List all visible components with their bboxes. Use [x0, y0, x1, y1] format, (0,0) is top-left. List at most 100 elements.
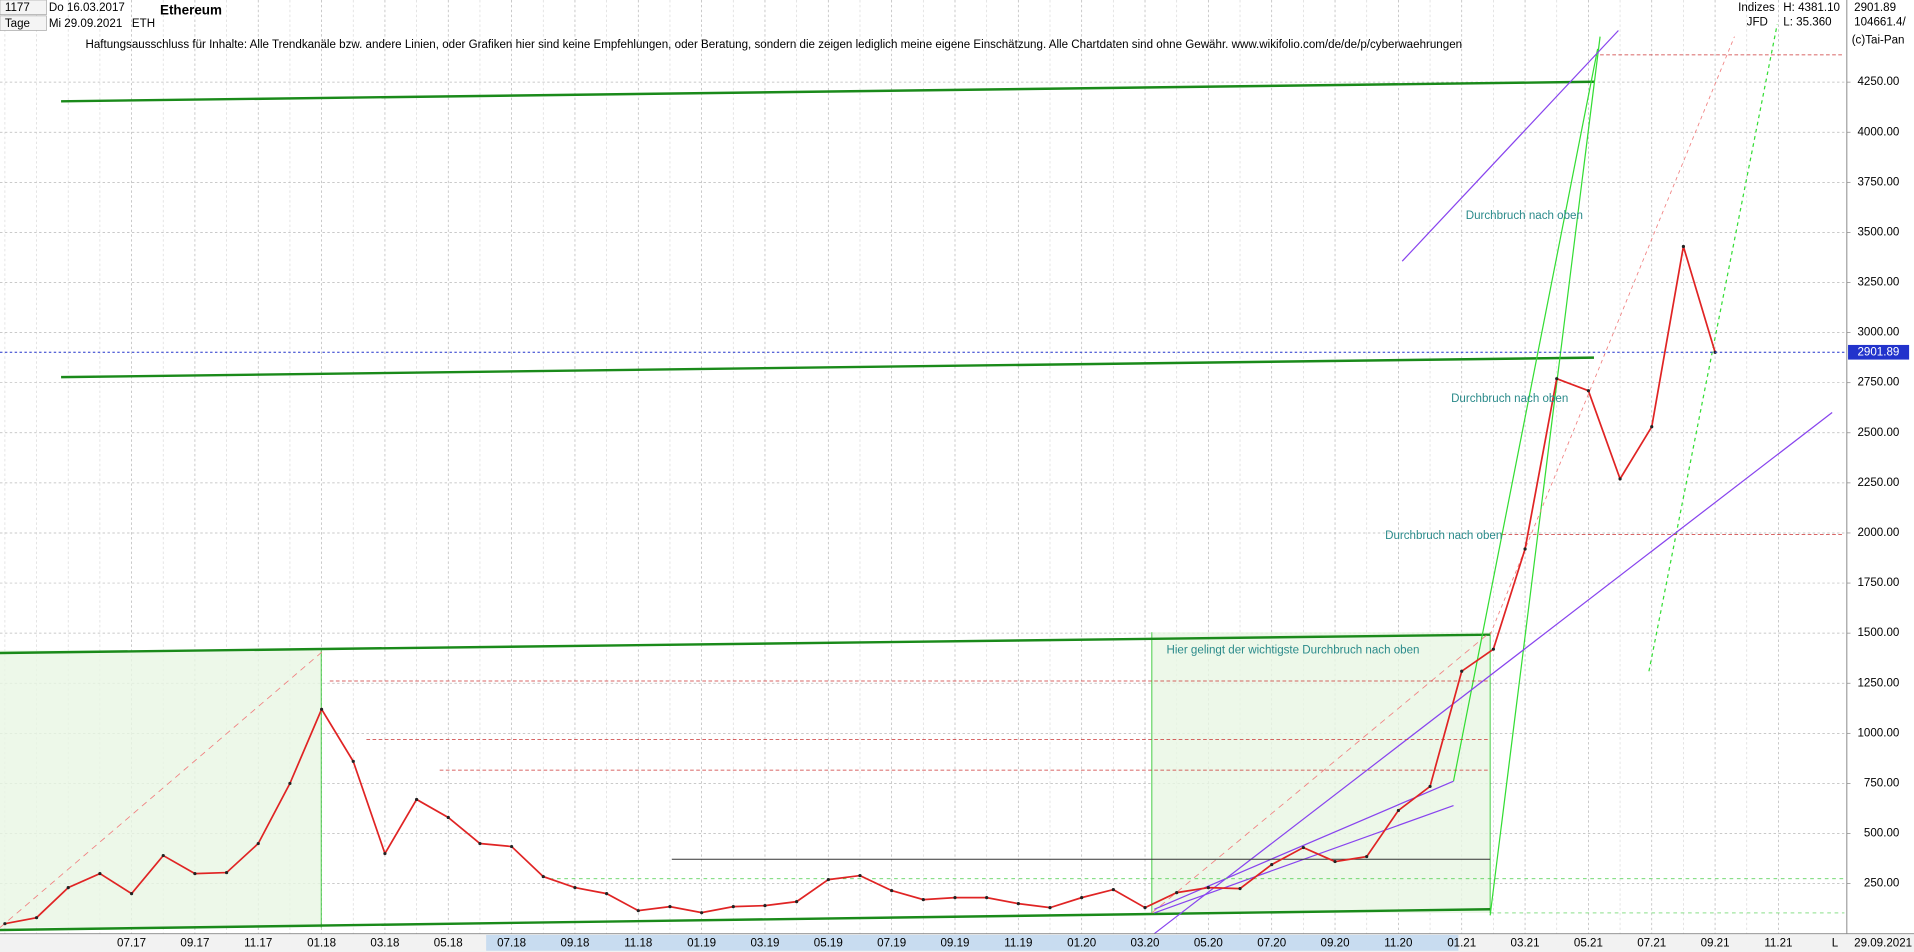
price-point — [668, 905, 672, 909]
price-point — [351, 759, 355, 763]
volume: 104661.4/ — [1854, 17, 1906, 29]
price-point — [541, 875, 545, 879]
x-tick-label: 01.19 — [687, 938, 716, 950]
y-tick-label: 2500.00 — [1857, 427, 1899, 439]
price-point — [98, 871, 102, 876]
x-tick-label: 11.21 — [1764, 938, 1792, 950]
x-tick-label: 09.18 — [560, 938, 589, 950]
x-tick-label: 09.21 — [1701, 938, 1730, 950]
price-point — [1333, 859, 1337, 864]
price-point — [415, 797, 419, 802]
price-point — [1428, 784, 1432, 789]
price-point — [1618, 477, 1622, 481]
y-tick-label: 500.00 — [1864, 828, 1899, 840]
x-tick-label: 07.20 — [1257, 938, 1286, 950]
trend-line — [61, 356, 1594, 379]
x-tick-label: 01.21 — [1447, 938, 1476, 950]
price-point — [478, 841, 482, 846]
y-tick-label: 3750.00 — [1857, 176, 1899, 188]
y-tick-label: 250.00 — [1864, 878, 1899, 890]
price-point — [1238, 887, 1242, 891]
price-point — [1175, 891, 1179, 895]
x-tick-label: 03.19 — [750, 938, 779, 950]
price-point — [383, 851, 387, 856]
price-point — [161, 853, 165, 858]
x-tick-label: 03.18 — [370, 938, 399, 950]
price-point — [1365, 854, 1369, 859]
x-tick-label: 09.20 — [1321, 938, 1350, 950]
x-tick-label: 11.18 — [624, 938, 652, 950]
x-tick-label: 05.21 — [1574, 938, 1603, 950]
y-tick-label: 1750.00 — [1857, 577, 1899, 589]
price-point — [921, 898, 925, 902]
price-point — [1270, 862, 1274, 867]
price-point — [446, 815, 450, 820]
price-point — [1555, 377, 1559, 381]
price-point — [66, 886, 70, 890]
bar-count: 1177 — [5, 2, 30, 14]
y-tick-label: 3250.00 — [1857, 277, 1899, 289]
y-tick-label: 1000.00 — [1857, 727, 1899, 739]
y-tick-label: 3000.00 — [1857, 327, 1899, 339]
x-tick-label: 03.21 — [1511, 938, 1540, 950]
period: Tage — [5, 18, 30, 30]
price-point — [320, 707, 324, 711]
price-point — [3, 922, 7, 926]
header-box — [0, 0, 47, 15]
annotation: Durchbruch nach oben — [1451, 393, 1568, 405]
price-point — [1586, 389, 1590, 393]
price-point — [1650, 425, 1654, 429]
x-tick-label: 09.19 — [940, 938, 969, 950]
x-tick-label: 05.20 — [1194, 938, 1223, 950]
axis-labels: 250.00 500.00 750.00 1000.00 1250.00 1500.00 1… — [117, 76, 1910, 950]
price-point — [858, 874, 862, 878]
x-tick-label: 11.20 — [1384, 938, 1412, 950]
trend-line — [61, 80, 1594, 103]
price — [0, 244, 1847, 926]
x-tick-label: 01.18 — [307, 938, 336, 950]
y-tick-label: 2750.00 — [1857, 377, 1899, 389]
x-tick-label: 07.17 — [117, 938, 146, 950]
price-point — [731, 905, 735, 909]
scale-label: L — [1832, 938, 1839, 950]
drawings — [0, 24, 1845, 935]
price-point — [1491, 647, 1495, 651]
price-point — [129, 892, 134, 896]
disclaimer: Haftungsausschluss für Inhalte: Alle Tre… — [86, 39, 1463, 51]
end-date: Mi 29.09.2021 — [49, 18, 122, 30]
y-tick-label: 1500.00 — [1857, 627, 1899, 639]
y-tick-label: 4250.00 — [1857, 76, 1899, 88]
price-point — [1016, 902, 1020, 906]
price-point — [890, 889, 894, 893]
price-point — [34, 916, 39, 920]
price-point — [288, 781, 292, 786]
price-point — [1048, 906, 1052, 910]
header-box — [0, 15, 47, 31]
x-tick-label: 05.19 — [814, 938, 843, 950]
annotation: Durchbruch nach oben — [1385, 530, 1502, 542]
x-tick-label: 07.19 — [877, 938, 906, 950]
y-tick-label: 2000.00 — [1857, 527, 1899, 539]
y-tick-label: 2250.00 — [1857, 477, 1899, 489]
trend-line — [0, 650, 324, 928]
price-point — [1523, 547, 1527, 551]
y-tick-label: 4000.00 — [1857, 126, 1899, 138]
x-tick-label: 01.20 — [1067, 938, 1096, 950]
trend-line — [0, 633, 1491, 655]
trend-line — [1489, 36, 1735, 635]
last-price-tag — [1848, 344, 1910, 360]
trend-line — [1452, 48, 1599, 782]
price-point — [953, 896, 957, 900]
x-axis-highlight — [486, 934, 1459, 951]
y-tick-label: 1250.00 — [1857, 677, 1899, 689]
index-label: Indizes — [1738, 2, 1775, 14]
price-point — [636, 909, 640, 913]
price-point — [1111, 888, 1115, 892]
price-point — [224, 870, 229, 875]
price-point — [1460, 669, 1464, 673]
annotation: Hier gelingt der wichtigste Durchbruch n… — [1166, 645, 1419, 657]
y-axis-panel — [1846, 0, 1914, 934]
x-tick-label: 07.21 — [1637, 938, 1666, 950]
